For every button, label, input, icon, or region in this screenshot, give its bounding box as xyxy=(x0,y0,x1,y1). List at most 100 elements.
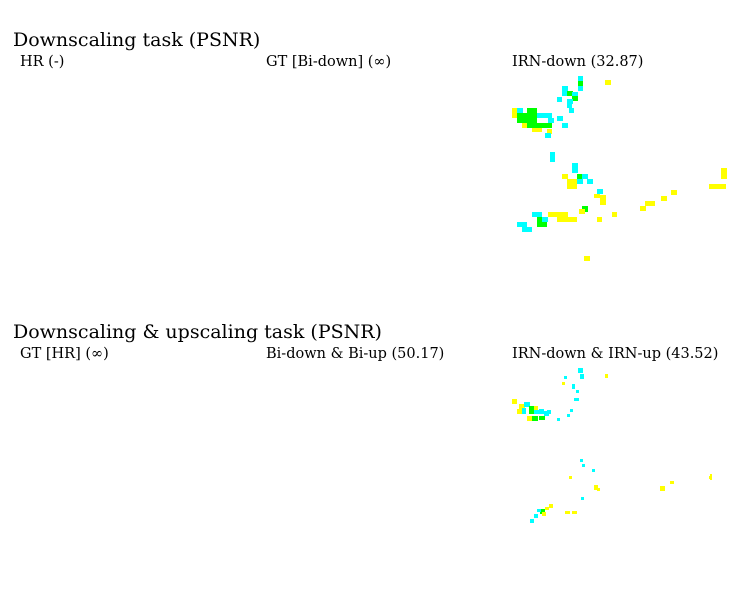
diff-pixel xyxy=(567,179,577,189)
diff-pixel xyxy=(527,108,537,113)
diff-pixel xyxy=(597,217,602,222)
panel-gt-bi-down-image xyxy=(266,72,488,294)
diff-pixel xyxy=(557,217,577,222)
panel-irn-down-image xyxy=(512,72,734,294)
diff-pixel xyxy=(582,464,585,467)
diff-pixel xyxy=(578,368,583,373)
diff-pixel xyxy=(645,201,655,206)
diff-pixel xyxy=(542,217,548,222)
diff-pixel xyxy=(594,194,600,198)
diff-pixel xyxy=(534,514,538,518)
diff-pixel xyxy=(537,509,541,512)
diff-pixel xyxy=(544,411,549,416)
diff-pixel xyxy=(710,474,712,480)
panel-gt-hr-image xyxy=(20,364,242,586)
diff-pixel xyxy=(569,108,574,113)
diff-pixel xyxy=(562,91,567,96)
panel-label-irn-down: IRN-down (32.87) xyxy=(512,54,644,70)
panel-label-irn-down-irn-up: IRN-down & IRN-up (43.52) xyxy=(512,346,719,362)
diff-pixel xyxy=(517,222,527,227)
diff-pixel xyxy=(532,416,538,421)
diff-pixel xyxy=(580,374,584,379)
diff-pixel xyxy=(545,507,549,510)
panel-label-gt-bi-down: GT [Bi-down] (∞) xyxy=(266,54,392,70)
diff-pixel xyxy=(580,459,583,462)
section-title-downscaling: Downscaling task (PSNR) xyxy=(13,29,261,51)
diff-pixel xyxy=(547,129,552,134)
diff-pixel xyxy=(660,486,665,491)
diff-pixel xyxy=(527,123,552,128)
diff-pixel xyxy=(709,184,726,189)
diff-pixel xyxy=(524,402,530,407)
diff-pixel xyxy=(582,174,588,179)
diff-pixel xyxy=(522,227,532,232)
diff-pixel xyxy=(578,76,583,81)
diff-pixel xyxy=(600,195,606,205)
diff-pixel xyxy=(549,504,553,508)
diff-pixel xyxy=(578,86,583,91)
diff-pixel xyxy=(562,174,568,179)
diff-pixel xyxy=(548,212,568,217)
diff-pixel xyxy=(572,92,578,97)
diff-pixel xyxy=(517,113,537,123)
section-title-downscaling-upscaling: Downscaling & upscaling task (PSNR) xyxy=(13,321,382,343)
diff-pixel xyxy=(550,152,555,162)
diff-pixel xyxy=(612,212,617,217)
diff-pixel xyxy=(522,123,528,128)
diff-pixel xyxy=(512,399,517,404)
diff-pixel xyxy=(529,406,534,414)
irn-down-up-difference-map xyxy=(512,368,712,523)
irn-down-difference-map xyxy=(512,76,727,261)
diff-pixel xyxy=(577,179,583,184)
diff-pixel xyxy=(584,256,590,261)
diff-pixel xyxy=(572,96,578,101)
diff-pixel xyxy=(579,209,585,214)
diff-pixel xyxy=(577,174,582,179)
diff-pixel xyxy=(721,168,727,179)
diff-pixel xyxy=(532,212,542,217)
diff-pixel xyxy=(542,113,552,118)
diff-pixel xyxy=(530,519,534,523)
panel-label-hr: HR (-) xyxy=(20,54,65,70)
diff-pixel xyxy=(572,163,578,173)
diff-pixel xyxy=(597,189,603,194)
diff-pixel xyxy=(522,408,526,414)
diff-pixel xyxy=(567,91,573,96)
diff-pixel xyxy=(557,116,563,121)
diff-pixel xyxy=(605,80,611,85)
diff-pixel xyxy=(517,108,523,113)
diff-pixel xyxy=(562,382,565,385)
diff-pixel xyxy=(567,99,573,104)
diff-pixel xyxy=(512,108,518,118)
diff-pixel xyxy=(572,384,575,389)
diff-pixel xyxy=(534,406,538,410)
diff-pixel xyxy=(537,113,542,118)
diff-pixel xyxy=(534,410,539,414)
panel-hr-image xyxy=(20,72,242,294)
diff-pixel xyxy=(548,118,554,123)
diff-pixel xyxy=(569,476,572,479)
diff-pixel xyxy=(545,133,551,138)
diff-pixel xyxy=(661,196,667,201)
diff-pixel xyxy=(572,511,577,514)
panel-irn-down-irn-up-image xyxy=(512,364,734,586)
diff-pixel xyxy=(564,376,567,379)
diff-pixel xyxy=(567,103,572,108)
diff-pixel xyxy=(592,469,595,472)
diff-pixel xyxy=(517,409,522,414)
diff-pixel xyxy=(597,488,600,491)
diff-pixel xyxy=(570,409,573,412)
diff-pixel xyxy=(587,179,593,184)
diff-pixel xyxy=(519,404,525,409)
diff-pixel xyxy=(640,206,646,211)
diff-pixel xyxy=(574,398,579,401)
panel-bi-down-bi-up-image xyxy=(266,364,488,586)
diff-pixel xyxy=(542,512,546,516)
diff-pixel xyxy=(671,190,677,195)
diff-pixel xyxy=(557,418,560,421)
diff-pixel xyxy=(539,409,544,414)
diff-pixel xyxy=(557,97,562,102)
panel-label-bi-down-bi-up: Bi-down & Bi-up (50.17) xyxy=(266,346,445,362)
diff-pixel xyxy=(562,86,568,91)
diff-pixel xyxy=(562,123,568,128)
